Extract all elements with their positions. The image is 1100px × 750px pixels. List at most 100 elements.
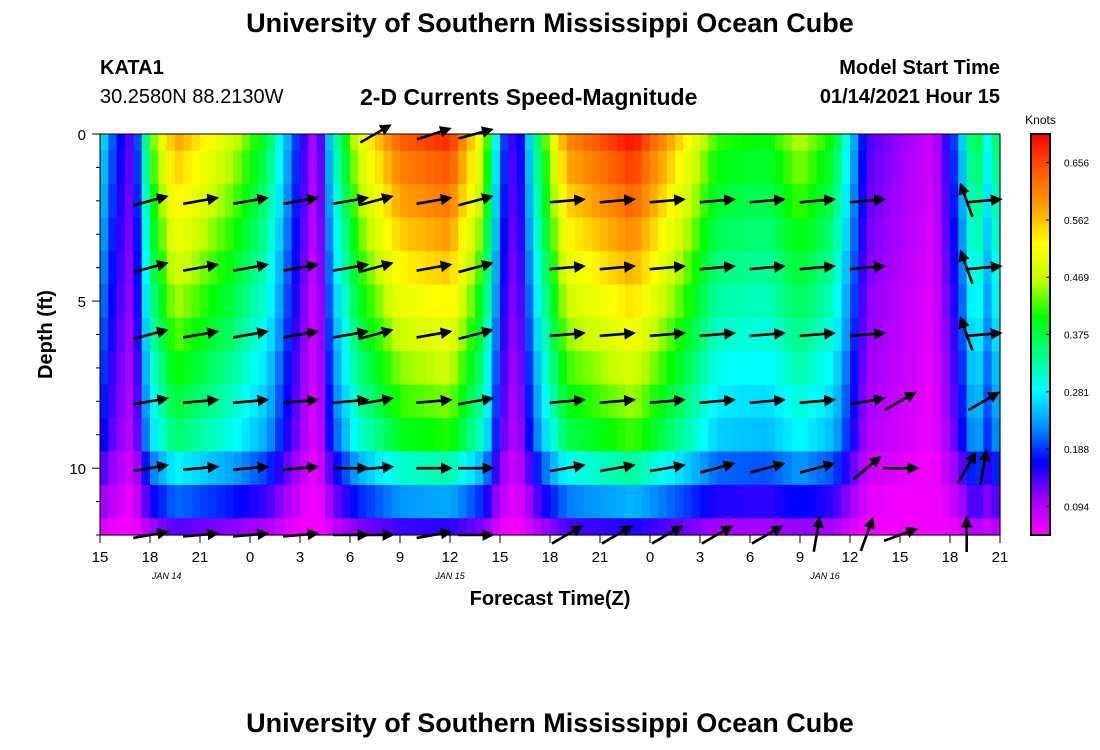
heatmap-cell: [283, 217, 293, 252]
current-arrow: [458, 326, 494, 341]
heatmap-cell: [416, 250, 426, 285]
heatmap-cell: [241, 284, 251, 319]
heatmap-cell: [933, 284, 943, 319]
heatmap-cell: [633, 217, 643, 252]
heatmap-cell: [216, 150, 226, 185]
heatmap-cell: [441, 184, 451, 219]
heatmap-cell: [308, 217, 318, 252]
heatmap-cell: [633, 250, 643, 285]
heatmap-cell: [908, 284, 918, 319]
heatmap-cell: [183, 250, 193, 285]
heatmap-cell: [783, 284, 793, 319]
heatmap-cell: [200, 284, 209, 319]
current-arrow: [332, 394, 370, 407]
heatmap-cell: [225, 217, 234, 252]
heatmap-cell: [116, 484, 126, 519]
heatmap-cell: [191, 217, 201, 252]
heatmap-cell: [550, 418, 559, 453]
heatmap-cell: [691, 284, 701, 319]
heatmap-cell: [808, 150, 818, 185]
heatmap-cell: [600, 284, 609, 319]
heatmap-cell: [758, 134, 768, 152]
x-tick-label: 0: [246, 549, 254, 566]
heatmap-cell: [225, 451, 234, 486]
heatmap-cell: [658, 518, 668, 536]
heatmap-cell: [458, 351, 468, 386]
heatmap-cell: [375, 484, 384, 519]
heatmap-cell: [383, 284, 393, 319]
current-arrow: [333, 327, 370, 339]
heatmap-cell: [275, 351, 284, 386]
heatmap-cell: [750, 451, 759, 486]
heatmap-cell: [858, 351, 868, 386]
heatmap-cell: [541, 184, 551, 219]
heatmap-cell: [283, 134, 293, 152]
heatmap-cell: [641, 217, 651, 252]
heatmap-cell: [941, 217, 951, 252]
heatmap-cell: [933, 451, 943, 486]
heatmap-cell: [491, 317, 501, 352]
heatmap-cell: [816, 284, 826, 319]
heatmap-cell: [416, 518, 426, 536]
heatmap-cell: [416, 217, 426, 252]
heatmap-cell: [408, 518, 418, 536]
heatmap-cell: [450, 134, 459, 152]
heatmap-cell: [466, 418, 476, 453]
heatmap-cell: [641, 317, 651, 352]
heatmap-cell: [541, 484, 551, 519]
heatmap-cell: [500, 384, 509, 419]
heatmap-cell: [608, 418, 618, 453]
heatmap-cell: [408, 384, 418, 419]
heatmap-cell: [866, 217, 876, 252]
heatmap-cell: [750, 518, 759, 536]
heatmap-cell: [875, 484, 884, 519]
heatmap-cell: [125, 317, 134, 352]
heatmap-cell: [125, 384, 134, 419]
heatmap-cell: [550, 134, 559, 152]
heatmap-cell: [441, 150, 451, 185]
heatmap-cell: [125, 484, 134, 519]
heatmap-cell: [891, 217, 901, 252]
heatmap-cell: [650, 284, 659, 319]
current-arrow: [283, 260, 320, 273]
heatmap-cell: [841, 250, 851, 285]
heatmap-cell: [750, 351, 759, 386]
heatmap-cell: [900, 418, 909, 453]
heatmap-cell: [233, 317, 243, 352]
model-start-label: Model Start Time: [839, 57, 1000, 79]
heatmap-cell: [641, 418, 651, 453]
heatmap-cell: [275, 217, 284, 252]
heatmap-cell: [158, 284, 168, 319]
heatmap-cell: [716, 351, 726, 386]
current-arrow: [749, 460, 786, 474]
heatmap-cell: [291, 351, 301, 386]
heatmap-cell: [833, 134, 843, 152]
heatmap-cell: [541, 284, 551, 319]
heatmap-cell: [766, 217, 776, 252]
heatmap-cell: [258, 250, 268, 285]
heatmap-cell: [508, 518, 518, 536]
heatmap-cell: [933, 317, 943, 352]
heatmap-cell: [891, 351, 901, 386]
heatmap-cell: [458, 134, 468, 152]
heatmap-cell: [200, 134, 209, 152]
heatmap-cell: [208, 317, 218, 352]
heatmap-cell: [441, 284, 451, 319]
heatmap-cell: [458, 518, 468, 536]
heatmap-cell: [925, 317, 934, 352]
heatmap-cell: [183, 518, 193, 536]
heatmap-cell: [675, 150, 684, 185]
heatmap-cell: [975, 134, 984, 152]
heatmap-cell: [791, 518, 801, 536]
heatmap-cell: [908, 250, 918, 285]
heatmap-cell: [391, 384, 401, 419]
heatmap-cell: [941, 150, 951, 185]
current-arrow: [458, 193, 494, 207]
heatmap-cell: [108, 217, 118, 252]
heatmap-cell: [691, 351, 701, 386]
heatmap-cell: [108, 484, 118, 519]
heatmap-cell: [283, 418, 293, 453]
heatmap-cell: [175, 134, 184, 152]
heatmap-cell: [958, 134, 968, 152]
